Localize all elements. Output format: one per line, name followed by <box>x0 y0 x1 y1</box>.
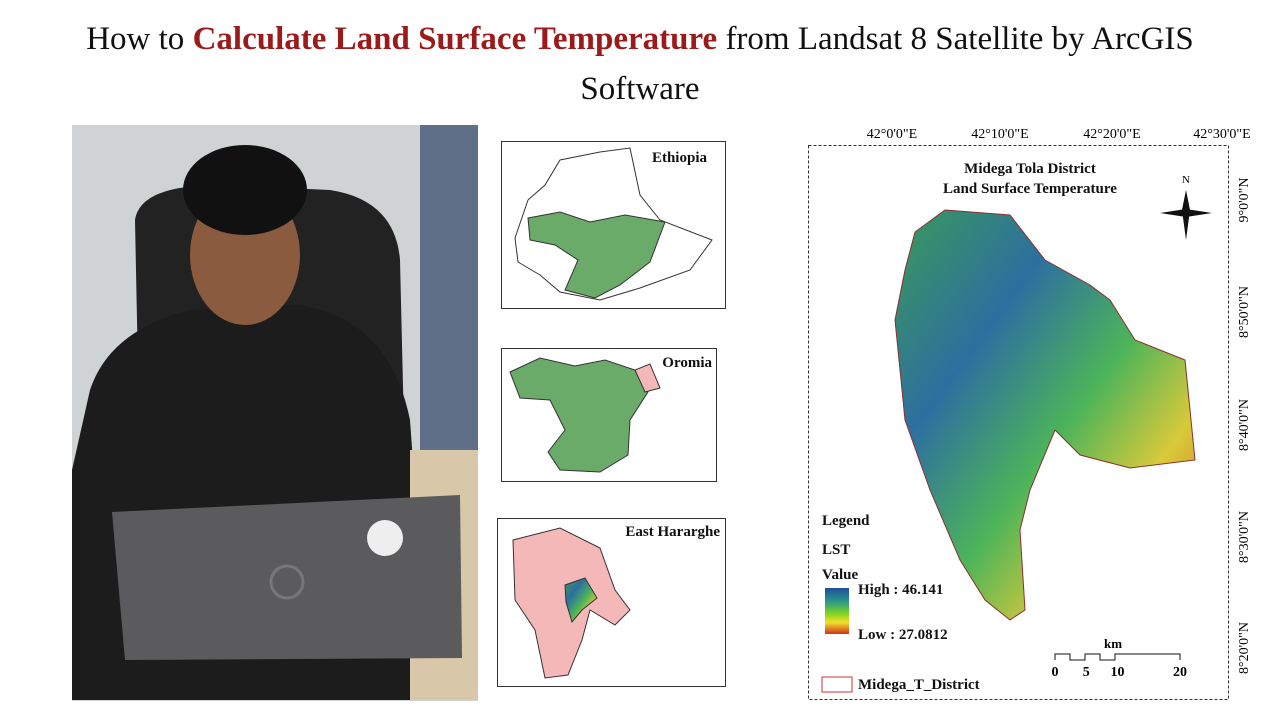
north-arrow <box>1160 190 1212 240</box>
scale-unit: km <box>1104 636 1122 651</box>
legend-layer: LST <box>822 542 850 558</box>
title-text: How to <box>86 21 193 57</box>
map-panel <box>486 119 1272 720</box>
latitude-label: 8°30'0"N <box>1237 511 1252 563</box>
scale-bar <box>1054 653 1181 661</box>
inset-frame <box>501 348 717 482</box>
map-title: Midega Tola District <box>964 161 1096 177</box>
photo <box>72 125 478 701</box>
slide-title: How to Calculate Land Surface Temperatur… <box>60 14 1220 114</box>
legend-high: High : 46.141 <box>858 582 943 598</box>
legend-ramp <box>825 588 849 634</box>
inset-frame <box>497 518 726 687</box>
ethiopia-shape <box>514 147 713 301</box>
legend-district: Midega_T_District <box>858 677 980 693</box>
latitude-label: 8°40'0"N <box>1237 399 1252 451</box>
legend-field: Value <box>822 567 858 583</box>
map-frame <box>808 145 1229 700</box>
map-title: Land Surface Temperature <box>943 181 1117 197</box>
longitude-label: 42°10'0"E <box>971 127 1028 142</box>
oromia-shape <box>509 357 649 473</box>
inset-label: East Hararghe <box>625 524 720 540</box>
district-shape <box>564 577 598 624</box>
longitude-label: 42°0'0"E <box>867 127 917 142</box>
legend-title: Legend <box>822 513 870 529</box>
latitude-label: 8°20'0"N <box>1237 622 1252 674</box>
inset-label: Ethiopia <box>652 150 708 166</box>
title-text: from Landsat 8 Satellite by ArcGIS Softw… <box>580 21 1194 107</box>
north-label: N <box>1182 174 1190 186</box>
legend-swatch <box>821 676 853 693</box>
oromia-shape <box>527 211 666 299</box>
longitude-label: 42°20'0"E <box>1083 127 1140 142</box>
scale-tick-label: 0 <box>1052 665 1059 680</box>
inset-frame <box>501 141 726 309</box>
title-highlight: Calculate Land Surface Temperature <box>192 21 718 57</box>
district-lst-raster <box>894 209 1196 621</box>
scale-tick-label: 10 <box>1111 665 1125 680</box>
longitude-label: 42°30'0"E <box>1193 127 1250 142</box>
scale-tick-label: 5 <box>1083 665 1090 680</box>
inset-label: Oromia <box>662 355 712 371</box>
latitude-label: 9°0'0"N <box>1237 178 1252 223</box>
scale-tick-label: 20 <box>1173 665 1187 680</box>
hararghe-shape <box>512 527 631 679</box>
latitude-label: 8°50'0"N <box>1237 286 1252 338</box>
hararghe-shape <box>634 363 661 393</box>
legend-low: Low : 27.0812 <box>858 627 948 643</box>
